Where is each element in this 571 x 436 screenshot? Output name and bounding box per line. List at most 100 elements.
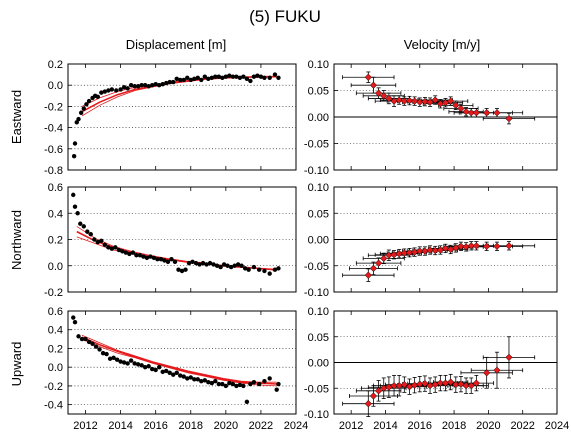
velocity-point	[457, 104, 465, 113]
velocity-point	[472, 109, 481, 117]
data-point	[206, 379, 211, 385]
y-tick-label: -0.2	[44, 381, 63, 393]
y-tick-label: 0.2	[48, 343, 63, 355]
x-tick-label: 2014	[108, 420, 132, 432]
data-point	[197, 262, 202, 267]
data-point	[186, 260, 192, 266]
x-tick-label: 2012	[73, 420, 97, 432]
data-point	[72, 204, 78, 209]
data-point	[267, 376, 272, 381]
velocity-point	[441, 244, 450, 253]
data-point	[153, 81, 158, 87]
plot-frame	[67, 310, 297, 415]
data-point	[95, 239, 101, 245]
data-point	[157, 364, 162, 370]
data-point	[132, 84, 137, 89]
x-tick-label: 2024	[545, 420, 569, 432]
data-point	[116, 247, 122, 253]
data-point	[102, 242, 108, 247]
data-point	[207, 260, 213, 266]
data-point	[202, 74, 207, 79]
data-point	[262, 75, 267, 80]
data-point	[135, 84, 141, 89]
velocity-point	[395, 96, 403, 104]
data-point	[95, 94, 101, 100]
data-point	[209, 75, 215, 80]
data-point	[76, 116, 81, 122]
data-point	[128, 83, 134, 88]
y-tick-label: 0.0	[48, 80, 63, 92]
data-point	[127, 251, 132, 257]
data-point	[160, 369, 165, 375]
column-title-velocity: Velocity [m/y]	[404, 37, 481, 52]
data-point	[142, 83, 148, 88]
data-point	[71, 315, 76, 320]
data-point	[123, 250, 129, 255]
data-point	[276, 75, 281, 80]
fit-curve	[76, 236, 277, 271]
y-tick-label: -0.10	[304, 287, 329, 299]
velocity-point	[467, 109, 475, 117]
y-tick-label: -0.2	[44, 287, 63, 299]
data-point	[158, 256, 164, 262]
data-point	[114, 88, 119, 93]
data-point	[149, 83, 155, 88]
data-point	[183, 267, 188, 272]
data-point	[134, 253, 139, 258]
data-point	[86, 339, 92, 345]
x-tick-label: 2018	[442, 420, 466, 432]
y-tick-label: 0.2	[48, 235, 63, 247]
data-point	[193, 260, 199, 266]
y-tick-label: -0.10	[304, 165, 329, 177]
data-point	[167, 370, 172, 375]
velocity-point	[483, 109, 491, 117]
velocity-point	[505, 353, 513, 362]
data-point	[276, 381, 281, 387]
data-point	[130, 250, 136, 255]
data-point	[185, 75, 190, 80]
data-point	[142, 364, 148, 370]
data-point	[171, 372, 176, 377]
data-point	[167, 79, 172, 85]
velocity-point	[426, 98, 434, 106]
data-point	[137, 253, 143, 258]
data-point	[106, 88, 111, 93]
data-point	[237, 75, 243, 80]
data-point	[181, 374, 186, 379]
x-tick-label: 2020	[476, 420, 500, 432]
row-label-northward: Northward	[9, 210, 24, 270]
plot-frame	[333, 186, 558, 293]
x-tick-label: 2012	[339, 420, 363, 432]
velocity-point	[369, 392, 378, 400]
velocity-point	[472, 379, 481, 387]
data-point	[160, 81, 165, 87]
data-point	[135, 362, 141, 367]
data-point	[216, 74, 222, 79]
y-tick-label: 0.10	[308, 59, 329, 71]
velocity-point	[364, 73, 372, 81]
data-point	[171, 79, 176, 85]
velocity-point	[405, 96, 414, 105]
velocity-point	[452, 101, 460, 109]
data-point	[81, 224, 86, 229]
y-tick-label: -0.2	[44, 101, 63, 113]
y-tick-label: -0.10	[304, 409, 329, 421]
data-point	[185, 376, 190, 381]
data-point	[104, 351, 109, 357]
velocity-point	[416, 247, 424, 255]
data-point	[272, 267, 278, 272]
panel-displacement-northward: -0.2 0.0 0.2 0.4 0.6	[44, 182, 297, 299]
data-point	[199, 77, 204, 83]
data-point	[81, 106, 86, 111]
data-point	[128, 358, 134, 363]
panel-velocity-northward: -0.10 -0.05 0.00 0.05 0.10	[304, 182, 558, 299]
data-point	[246, 267, 251, 272]
x-tick-label: 2022	[510, 420, 534, 432]
data-point	[144, 255, 150, 261]
data-point	[213, 379, 218, 384]
data-point	[267, 271, 272, 276]
data-point	[221, 262, 227, 267]
velocity-point	[421, 247, 429, 255]
data-point	[241, 383, 246, 389]
data-point	[71, 154, 77, 159]
